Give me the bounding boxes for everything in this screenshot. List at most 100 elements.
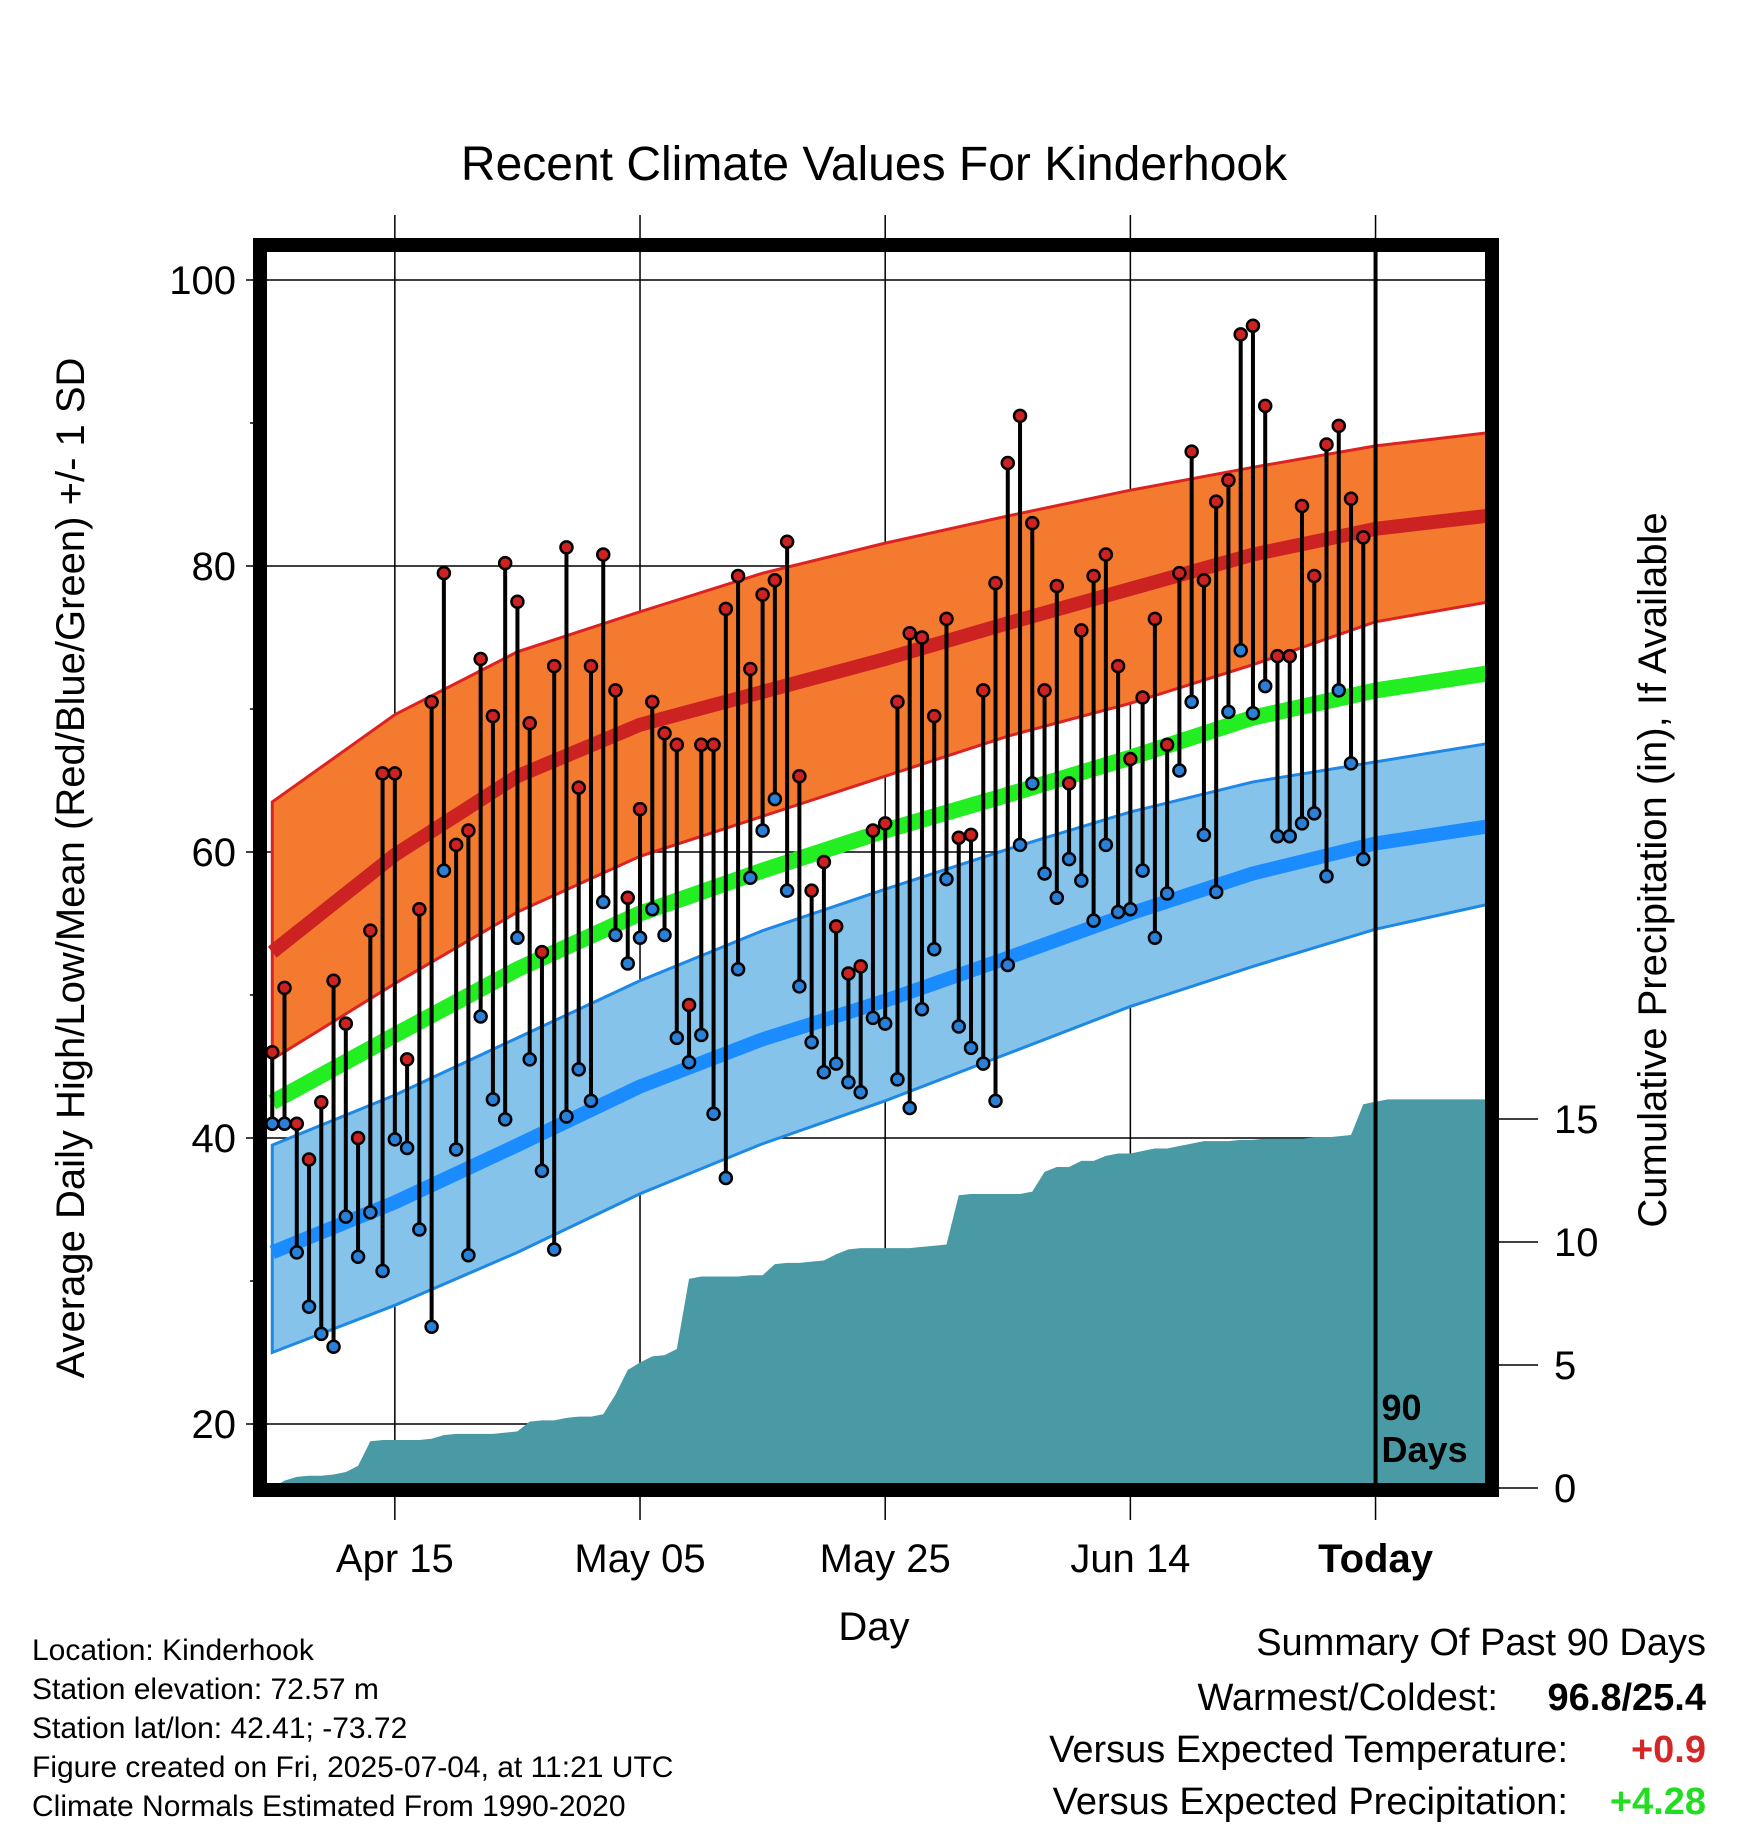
chart-title: Recent Climate Values For Kinderhook	[461, 138, 1288, 191]
daily-high-point	[669, 737, 685, 752]
daily-low-point	[583, 1093, 599, 1109]
daily-low-point	[387, 1132, 403, 1147]
daily-high-point	[608, 683, 623, 698]
y-tick-label: 40	[192, 1117, 237, 1161]
x-tick-label: Apr 15	[336, 1537, 454, 1581]
daily-high-point	[1331, 418, 1347, 434]
daily-low-point	[412, 1222, 427, 1237]
daily-high-point	[522, 716, 537, 731]
daily-low-point	[632, 930, 648, 946]
daily-high-point	[473, 651, 488, 667]
daily-low-point	[265, 1116, 280, 1131]
daily-high-point	[1196, 573, 1212, 588]
daily-low-point	[914, 1002, 930, 1017]
daily-low-point	[657, 927, 672, 943]
daily-high-point	[853, 959, 868, 974]
daily-low-point	[681, 1054, 697, 1070]
daily-low-point	[289, 1245, 305, 1260]
daily-low-point	[461, 1248, 476, 1263]
daily-high-point	[1356, 530, 1371, 545]
summary-warm-cold-label: Warmest/Coldest:	[1197, 1677, 1498, 1719]
daily-high-point	[1086, 568, 1101, 584]
plot-frame	[253, 238, 1499, 1497]
daily-high-point	[301, 1152, 317, 1167]
daily-low-point	[816, 1064, 832, 1080]
info-normals: Climate Normals Estimated From 1990-2020	[32, 1790, 626, 1823]
daily-low-point	[1135, 863, 1150, 878]
daily-high-point	[497, 555, 513, 571]
summary-warm-cold-value: 96.8/25.4	[1548, 1677, 1706, 1719]
daily-high-point	[314, 1095, 329, 1110]
daily-high-point	[816, 854, 832, 870]
daily-low-point	[1270, 829, 1285, 844]
y-tick-label: 60	[192, 831, 237, 875]
daily-high-point	[1233, 327, 1248, 342]
daily-low-point	[608, 927, 623, 943]
daily-high-point	[375, 766, 390, 781]
daily-high-point	[412, 901, 427, 917]
daily-high-point	[571, 780, 586, 795]
daily-low-point	[1012, 837, 1028, 853]
daily-high-point	[1208, 494, 1224, 509]
daily-high-point	[890, 694, 905, 710]
summary-title: Summary Of Past 90 Days	[1256, 1622, 1706, 1664]
daily-low-point	[350, 1249, 366, 1264]
daily-high-point	[436, 565, 452, 581]
daily-high-point	[1257, 398, 1273, 414]
info-elevation: Station elevation: 72.57 m	[32, 1673, 379, 1706]
daily-low-point	[1294, 816, 1310, 831]
daily-low-point	[694, 1027, 709, 1043]
daily-low-point	[1331, 683, 1347, 698]
daily-low-point	[988, 1093, 1003, 1109]
daily-high-point	[1282, 648, 1297, 664]
daily-low-point	[595, 894, 611, 910]
daily-high-point	[706, 737, 721, 752]
daily-low-point	[301, 1299, 317, 1314]
daily-low-point	[1159, 886, 1175, 901]
daily-low-point	[363, 1205, 378, 1220]
daily-high-point	[510, 594, 525, 609]
daily-high-point	[1159, 737, 1175, 752]
high-normal-band	[270, 430, 1492, 1063]
daily-low-point	[730, 962, 746, 977]
summary-block: Summary Of Past 90 Days Warmest/Coldest:…	[1049, 1622, 1706, 1823]
daily-low-point	[1221, 704, 1236, 720]
daily-high-point	[718, 601, 734, 617]
daily-low-point	[571, 1062, 586, 1077]
daily-low-point	[645, 901, 660, 917]
daily-high-point	[926, 708, 942, 724]
daily-high-point	[448, 837, 464, 853]
summary-precip-value: +4.28	[1610, 1781, 1706, 1823]
daily-low-point	[1061, 851, 1077, 867]
daily-low-point	[779, 883, 795, 898]
x-tick-label: Today	[1318, 1537, 1434, 1581]
daily-low-point	[1257, 678, 1273, 694]
daily-low-point	[485, 1092, 501, 1107]
daily-low-point	[877, 1016, 893, 1031]
daily-low-point	[926, 941, 942, 957]
daily-high-point	[265, 1044, 280, 1060]
info-location: Location: Kinderhook	[32, 1634, 315, 1667]
daily-low-point	[1086, 913, 1101, 928]
daily-low-point	[1356, 851, 1371, 867]
daily-low-point	[1196, 827, 1212, 843]
summary-temp-label: Versus Expected Temperature:	[1049, 1729, 1568, 1771]
daily-low-point	[510, 930, 525, 946]
daily-low-point	[865, 1010, 881, 1026]
daily-high-point	[1172, 565, 1187, 581]
x-tick-label: May 25	[820, 1537, 951, 1581]
daily-high-point	[865, 823, 881, 838]
daily-high-point	[326, 973, 341, 988]
daily-low-point	[743, 870, 758, 885]
daily-high-point	[534, 944, 550, 960]
y-tick-label: 20	[192, 1403, 237, 1447]
daily-low-point	[1110, 904, 1126, 920]
y2-tick-label: 5	[1554, 1344, 1576, 1388]
daily-low-point	[963, 1040, 979, 1056]
daily-high-point	[289, 1116, 305, 1131]
today-days-label-1: 90	[1382, 1387, 1422, 1428]
daily-low-point	[976, 1056, 991, 1071]
daily-high-point	[1012, 408, 1028, 424]
daily-high-point	[657, 726, 672, 741]
